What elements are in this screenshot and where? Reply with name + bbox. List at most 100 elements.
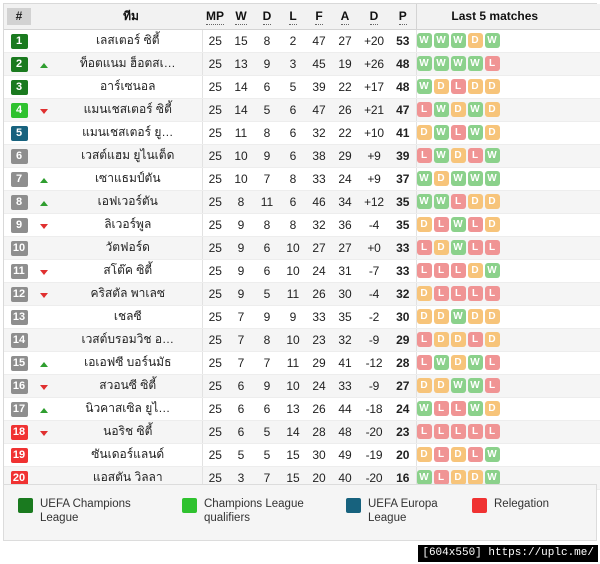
form-chip-w[interactable]: W <box>433 102 449 117</box>
form-chip-w[interactable]: W <box>416 401 432 416</box>
form-chip-d[interactable]: D <box>484 102 500 117</box>
table-row[interactable]: 15 เอเอฟซี บอร์นมัธ 25 7 7 11 29 41 -12 28 L W D W L <box>4 351 600 375</box>
form-chip-w[interactable]: W <box>484 470 500 485</box>
column-header-rank[interactable]: # <box>4 4 34 30</box>
form-chip-d[interactable]: D <box>433 378 449 393</box>
form-chip-w[interactable]: W <box>433 56 449 71</box>
form-chip-d[interactable]: D <box>433 240 449 255</box>
table-row[interactable]: 11 สโต๊ค ซิตี้ 25 9 6 10 24 31 -7 33 L L L D W <box>4 259 600 283</box>
form-chip-l[interactable]: L <box>467 148 483 163</box>
team-name-cell[interactable]: ลิเวอร์พูล <box>54 213 202 237</box>
form-chip-d[interactable]: D <box>484 332 500 347</box>
form-chip-l[interactable]: L <box>484 355 500 370</box>
form-chip-w[interactable]: W <box>433 148 449 163</box>
form-chip-l[interactable]: L <box>484 240 500 255</box>
form-chip-l[interactable]: L <box>484 424 500 439</box>
form-chip-l[interactable]: L <box>450 194 466 209</box>
form-chip-d[interactable]: D <box>450 102 466 117</box>
form-chip-d[interactable]: D <box>433 332 449 347</box>
team-name-cell[interactable]: สโต๊ค ซิตี้ <box>54 259 202 283</box>
form-chip-w[interactable]: W <box>450 378 466 393</box>
form-chip-w[interactable]: W <box>416 470 432 485</box>
form-chip-w[interactable]: W <box>484 263 500 278</box>
form-chip-l[interactable]: L <box>416 332 432 347</box>
form-chip-w[interactable]: W <box>433 194 449 209</box>
column-header-points[interactable]: P <box>390 4 416 30</box>
form-chip-d[interactable]: D <box>450 332 466 347</box>
form-chip-w[interactable]: W <box>416 171 432 186</box>
team-name-cell[interactable]: แมนเชสเตอร์ ซิตี้ <box>54 98 202 122</box>
table-row[interactable]: 6 เวสต์แฮม ยูไนเต็ด 25 10 9 6 38 29 +9 39 L W D L W <box>4 144 600 168</box>
form-chip-w[interactable]: W <box>433 125 449 140</box>
form-chip-d[interactable]: D <box>484 309 500 324</box>
column-header-d[interactable]: D <box>254 4 280 30</box>
column-header-team[interactable]: ทีม <box>54 4 202 30</box>
form-chip-w[interactable]: W <box>416 194 432 209</box>
form-chip-d[interactable]: D <box>484 125 500 140</box>
form-chip-d[interactable]: D <box>450 447 466 462</box>
form-chip-l[interactable]: L <box>433 424 449 439</box>
form-chip-w[interactable]: W <box>484 171 500 186</box>
form-chip-l[interactable]: L <box>450 401 466 416</box>
column-header-mp[interactable]: MP <box>202 4 228 30</box>
form-chip-w[interactable]: W <box>467 355 483 370</box>
form-chip-w[interactable]: W <box>450 309 466 324</box>
form-chip-l[interactable]: L <box>433 401 449 416</box>
form-chip-l[interactable]: L <box>467 332 483 347</box>
form-chip-l[interactable]: L <box>416 148 432 163</box>
form-chip-w[interactable]: W <box>484 33 500 48</box>
form-chip-w[interactable]: W <box>467 102 483 117</box>
form-chip-l[interactable]: L <box>467 240 483 255</box>
form-chip-w[interactable]: W <box>467 378 483 393</box>
form-chip-d[interactable]: D <box>416 217 432 232</box>
form-chip-d[interactable]: D <box>467 194 483 209</box>
team-name-cell[interactable]: ท็อตแนม ฮ็อตสเ… <box>54 52 202 76</box>
table-row[interactable]: 4 แมนเชสเตอร์ ซิตี้ 25 14 5 6 47 26 +21 47 L W D W D <box>4 98 600 122</box>
team-name-cell[interactable]: เวสต์บรอมวิช อ… <box>54 328 202 352</box>
form-chip-l[interactable]: L <box>416 102 432 117</box>
form-chip-l[interactable]: L <box>484 56 500 71</box>
form-chip-d[interactable]: D <box>433 79 449 94</box>
team-name-cell[interactable]: เอฟเวอร์ตัน <box>54 190 202 214</box>
form-chip-l[interactable]: L <box>433 447 449 462</box>
table-row[interactable]: 19 ซันเดอร์แลนด์ 25 5 5 15 30 49 -19 20 D L D L W <box>4 443 600 467</box>
form-chip-w[interactable]: W <box>450 56 466 71</box>
form-chip-l[interactable]: L <box>433 470 449 485</box>
form-chip-d[interactable]: D <box>484 401 500 416</box>
table-row[interactable]: 17 นิวคาสเซิล ยูไ… 25 6 6 13 26 44 -18 24 W L L W D <box>4 397 600 421</box>
form-chip-d[interactable]: D <box>416 286 432 301</box>
form-chip-w[interactable]: W <box>467 56 483 71</box>
form-chip-w[interactable]: W <box>450 217 466 232</box>
form-chip-w[interactable]: W <box>450 171 466 186</box>
team-name-cell[interactable]: เลสเตอร์ ซิตี้ <box>54 29 202 53</box>
table-row[interactable]: 5 แมนเชสเตอร์ ยู… 25 11 8 6 32 22 +10 41 D W L W D <box>4 121 600 145</box>
form-chip-l[interactable]: L <box>450 263 466 278</box>
team-name-cell[interactable]: วัตฟอร์ด <box>54 236 202 260</box>
form-chip-w[interactable]: W <box>467 171 483 186</box>
table-row[interactable]: 3 อาร์เซนอล 25 14 6 5 39 22 +17 48 W D L D D <box>4 75 600 99</box>
table-row[interactable]: 9 ลิเวอร์พูล 25 9 8 8 32 36 -4 35 D L W L D <box>4 213 600 237</box>
team-name-cell[interactable]: ซันเดอร์แลนด์ <box>54 443 202 467</box>
form-chip-d[interactable]: D <box>467 470 483 485</box>
form-chip-l[interactable]: L <box>416 263 432 278</box>
table-row[interactable]: 10 วัตฟอร์ด 25 9 6 10 27 27 +0 33 L D W L L <box>4 236 600 260</box>
team-name-cell[interactable]: นอริช ซิตี้ <box>54 420 202 444</box>
table-row[interactable]: 13 เชลซี 25 7 9 9 33 35 -2 30 D D W D D <box>4 305 600 329</box>
team-name-cell[interactable]: เชลซี <box>54 305 202 329</box>
team-name-cell[interactable]: แมนเชสเตอร์ ยู… <box>54 121 202 145</box>
column-header-w[interactable]: W <box>228 4 254 30</box>
team-name-cell[interactable]: นิวคาสเซิล ยูไ… <box>54 397 202 421</box>
form-chip-w[interactable]: W <box>416 56 432 71</box>
form-chip-l[interactable]: L <box>433 217 449 232</box>
form-chip-l[interactable]: L <box>467 286 483 301</box>
form-chip-l[interactable]: L <box>416 355 432 370</box>
form-chip-l[interactable]: L <box>433 286 449 301</box>
table-row[interactable]: 8 เอฟเวอร์ตัน 25 8 11 6 46 34 +12 35 W W L D D <box>4 190 600 214</box>
form-chip-l[interactable]: L <box>450 79 466 94</box>
table-row[interactable]: 1 เลสเตอร์ ซิตี้ 25 15 8 2 47 27 +20 53 W W W D W <box>4 29 600 53</box>
form-chip-d[interactable]: D <box>484 79 500 94</box>
form-chip-w[interactable]: W <box>484 447 500 462</box>
form-chip-d[interactable]: D <box>467 309 483 324</box>
form-chip-l[interactable]: L <box>433 263 449 278</box>
table-row[interactable]: 16 สวอนซี ซิตี้ 25 6 9 10 24 33 -9 27 D D W W L <box>4 374 600 398</box>
